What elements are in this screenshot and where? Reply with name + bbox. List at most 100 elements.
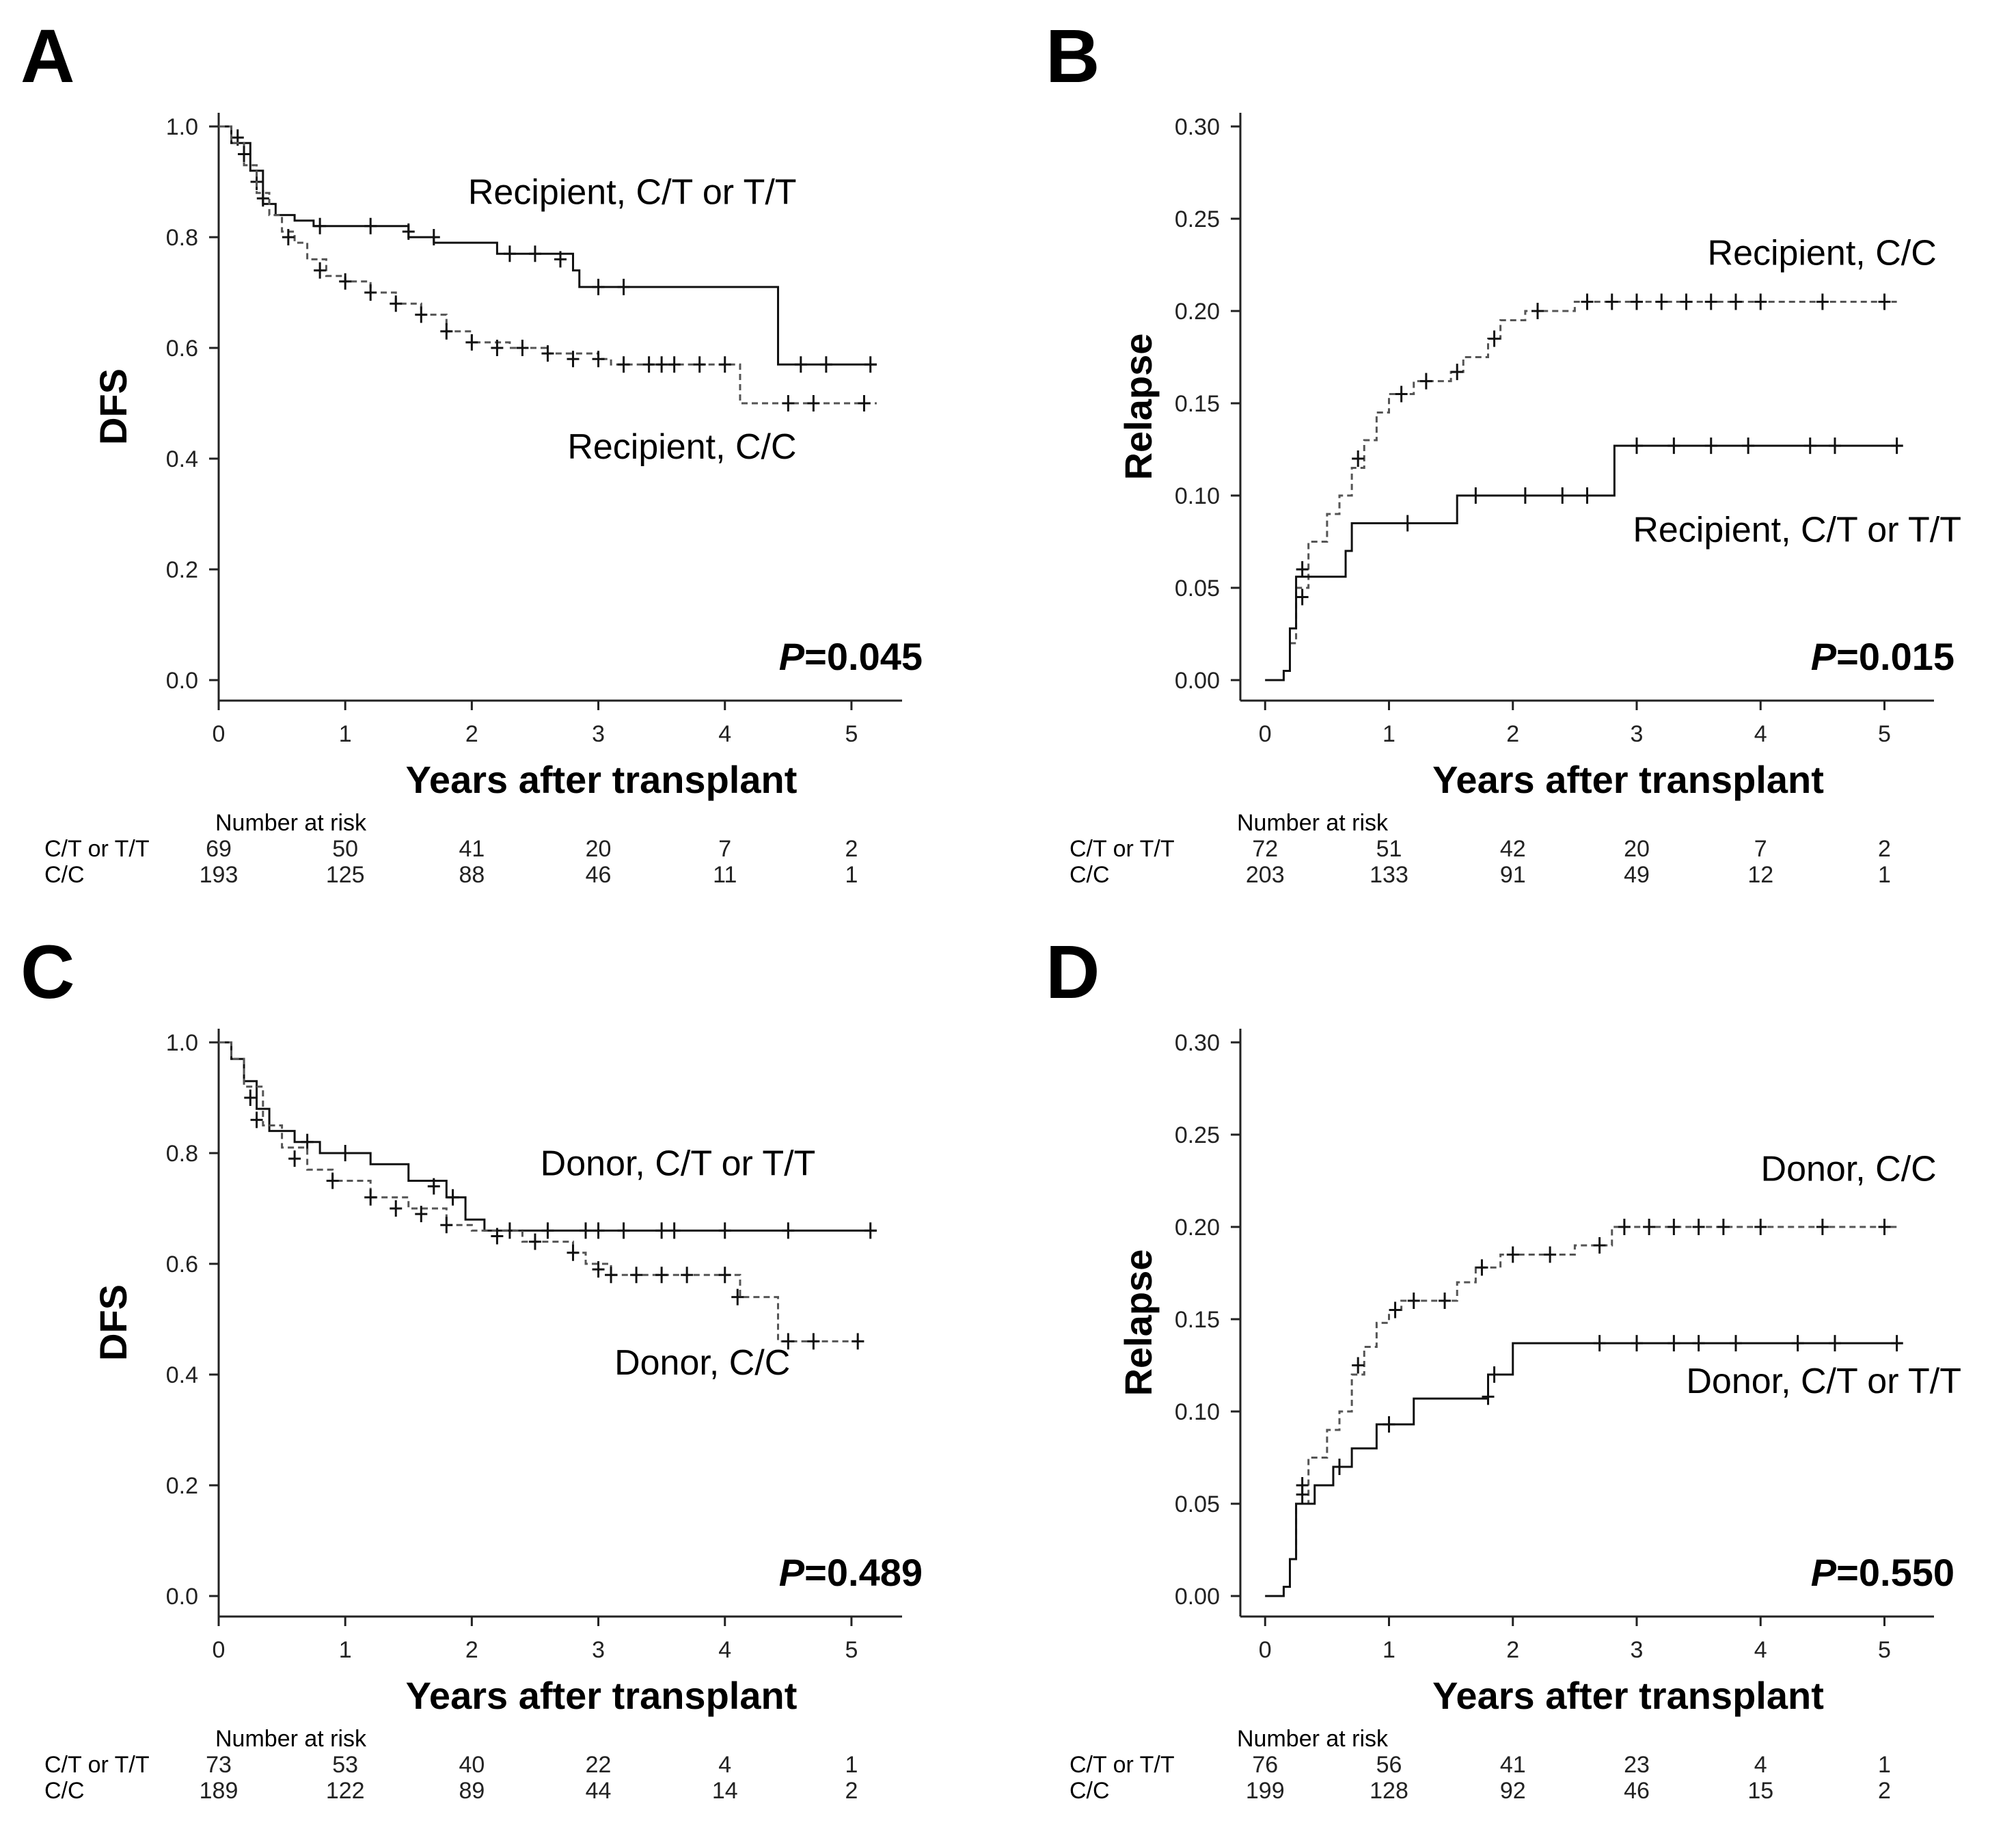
y-tick-label: 0.4 [166, 1362, 198, 1388]
censor-mark [516, 340, 529, 356]
y-tick-label: 1.0 [166, 1030, 198, 1056]
x-tick-label: 4 [718, 721, 731, 747]
p-value: P=0.550 [1811, 1551, 1954, 1594]
censor-mark [244, 1090, 257, 1106]
risk-count: 20 [1624, 836, 1650, 862]
x-tick-label: 4 [1754, 721, 1767, 747]
x-tick-label: 0 [213, 1637, 226, 1663]
y-tick-label: 0.30 [1175, 1030, 1220, 1056]
risk-count: 41 [1500, 1752, 1526, 1778]
panel-letter: B [1046, 14, 1100, 98]
y-tick-label: 0.00 [1175, 668, 1220, 694]
censor-mark [807, 1333, 820, 1350]
p-value-number: =0.550 [1836, 1551, 1954, 1594]
risk-count: 92 [1500, 1778, 1526, 1804]
censor-mark [1667, 1219, 1680, 1235]
risk-count: 203 [1246, 862, 1285, 888]
censor-mark [718, 1222, 731, 1239]
risk-count: 2 [845, 1778, 858, 1804]
risk-count: 11 [713, 862, 737, 888]
panel-d: D Relapse Years after transplant P=0.550… [1046, 930, 1961, 1804]
censor-mark [446, 1189, 459, 1206]
censor-mark [794, 356, 807, 373]
censor-mark [1680, 293, 1693, 310]
risk-count: 133 [1370, 862, 1408, 888]
p-value: P=0.045 [779, 635, 923, 678]
censor-mark [491, 340, 504, 356]
censor-mark [440, 1217, 453, 1234]
censor-mark [1631, 293, 1643, 310]
censor-mark [617, 278, 630, 295]
risk-count: 4 [718, 1752, 731, 1778]
censor-mark [541, 345, 554, 362]
x-tick-label: 2 [1506, 1637, 1519, 1663]
censor-mark [1544, 1246, 1557, 1263]
risk-count: 15 [1747, 1778, 1773, 1804]
risk-count: 22 [586, 1752, 612, 1778]
censor-mark [718, 1267, 731, 1284]
p-value-number: =0.045 [804, 635, 923, 678]
censor-mark [858, 395, 871, 411]
censor-mark [1296, 561, 1309, 578]
censor-mark [1730, 1335, 1742, 1352]
censor-mark [314, 262, 327, 279]
censor-mark [364, 284, 377, 301]
censor-mark [617, 356, 630, 373]
y-tick-label: 0.15 [1175, 1307, 1220, 1333]
y-axis-label: DFS [92, 1284, 135, 1361]
p-value: P=0.015 [1811, 635, 1954, 678]
censor-mark [1581, 487, 1594, 504]
censor-mark [592, 1261, 605, 1278]
censor-mark [1475, 1259, 1488, 1276]
censor-mark [427, 229, 440, 245]
risk-count: 49 [1624, 862, 1650, 888]
risk-count: 89 [459, 1778, 485, 1804]
y-axis-label: Relapse [1117, 334, 1160, 481]
censor-mark [238, 146, 251, 163]
series-label-text: Recipient, C/C [1708, 234, 1937, 273]
risk-count: 128 [1370, 1778, 1408, 1804]
censor-mark [1382, 1416, 1395, 1433]
censor-mark [592, 351, 605, 368]
y-tick-label: 0.05 [1175, 576, 1220, 601]
censor-mark [681, 1267, 694, 1284]
censor-mark [1878, 1219, 1891, 1235]
censor-mark [250, 1111, 263, 1128]
y-tick-label: 0.6 [166, 336, 198, 362]
p-value-number: =0.489 [804, 1551, 923, 1594]
censor-mark [1829, 437, 1841, 455]
censor-mark [1631, 437, 1643, 455]
censor-mark [1667, 1335, 1680, 1352]
censor-mark [1655, 293, 1668, 310]
risk-count: 7 [718, 836, 731, 862]
y-tick-label: 0.0 [166, 668, 198, 694]
censor-mark [655, 1267, 668, 1284]
x-tick-label: 3 [592, 1637, 605, 1663]
x-axis-label: Years after transplant [1432, 758, 1824, 801]
series-label-text: Recipient, C/T or T/T [1633, 511, 1961, 550]
censor-mark [528, 245, 541, 262]
x-tick-label: 5 [845, 1637, 858, 1663]
y-tick-label: 0.20 [1175, 299, 1220, 325]
censor-mark [503, 245, 516, 262]
y-tick-label: 0.05 [1175, 1491, 1220, 1517]
panel-c: C DFS Years after transplant P=0.489 Num… [21, 930, 923, 1804]
censor-mark [1605, 293, 1618, 310]
censor-mark [1643, 1219, 1656, 1235]
censor-mark [1352, 1357, 1365, 1374]
censor-mark [1531, 303, 1544, 319]
censor-mark [1352, 450, 1365, 467]
censor-mark [301, 1133, 314, 1150]
censor-mark [1556, 487, 1569, 504]
censor-mark [782, 1222, 795, 1239]
risk-count: 46 [586, 862, 612, 888]
risk-row-label: C/T or T/T [44, 1752, 150, 1778]
risk-count: 125 [326, 862, 365, 888]
series-label: Recipient, C/T or T/T [1633, 511, 1961, 550]
x-tick-label: 2 [465, 1637, 478, 1663]
risk-count: 88 [459, 862, 485, 888]
censor-mark [256, 190, 269, 207]
p-value-letter: P [1811, 1551, 1837, 1594]
censor-mark [1791, 1335, 1804, 1352]
